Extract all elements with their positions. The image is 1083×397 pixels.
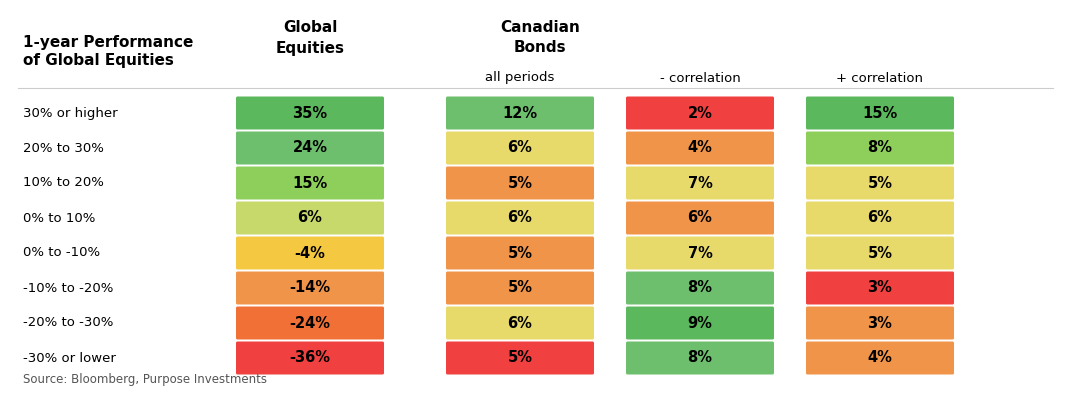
FancyBboxPatch shape bbox=[236, 341, 384, 374]
FancyBboxPatch shape bbox=[626, 237, 774, 270]
Text: 5%: 5% bbox=[508, 175, 533, 191]
Text: Equities: Equities bbox=[275, 40, 344, 56]
Text: 4%: 4% bbox=[867, 351, 892, 366]
FancyBboxPatch shape bbox=[806, 272, 954, 304]
Text: Bonds: Bonds bbox=[513, 40, 566, 56]
Text: 15%: 15% bbox=[292, 175, 328, 191]
FancyBboxPatch shape bbox=[626, 131, 774, 164]
FancyBboxPatch shape bbox=[806, 202, 954, 235]
Text: - correlation: - correlation bbox=[660, 71, 741, 85]
Text: 35%: 35% bbox=[292, 106, 327, 121]
Text: 6%: 6% bbox=[688, 210, 713, 225]
FancyBboxPatch shape bbox=[236, 306, 384, 339]
FancyBboxPatch shape bbox=[806, 96, 954, 129]
FancyBboxPatch shape bbox=[626, 202, 774, 235]
Text: 8%: 8% bbox=[688, 351, 713, 366]
Text: 3%: 3% bbox=[867, 316, 892, 330]
FancyBboxPatch shape bbox=[626, 341, 774, 374]
Text: 0% to -10%: 0% to -10% bbox=[23, 247, 100, 260]
Text: 24%: 24% bbox=[292, 141, 327, 156]
FancyBboxPatch shape bbox=[446, 131, 593, 164]
Text: -24%: -24% bbox=[289, 316, 330, 330]
FancyBboxPatch shape bbox=[626, 272, 774, 304]
Text: 7%: 7% bbox=[688, 245, 713, 260]
FancyBboxPatch shape bbox=[236, 237, 384, 270]
Text: 1-year Performance: 1-year Performance bbox=[23, 35, 194, 50]
Text: 6%: 6% bbox=[508, 141, 533, 156]
Text: -14%: -14% bbox=[289, 281, 330, 295]
FancyBboxPatch shape bbox=[446, 202, 593, 235]
Text: -4%: -4% bbox=[295, 245, 325, 260]
Text: + correlation: + correlation bbox=[836, 71, 924, 85]
FancyBboxPatch shape bbox=[236, 166, 384, 200]
Text: 8%: 8% bbox=[867, 141, 892, 156]
FancyBboxPatch shape bbox=[446, 166, 593, 200]
Text: all periods: all periods bbox=[485, 71, 554, 85]
Text: 3%: 3% bbox=[867, 281, 892, 295]
FancyBboxPatch shape bbox=[806, 341, 954, 374]
FancyBboxPatch shape bbox=[806, 306, 954, 339]
Text: 4%: 4% bbox=[688, 141, 713, 156]
Text: -10% to -20%: -10% to -20% bbox=[23, 281, 114, 295]
Text: 5%: 5% bbox=[867, 175, 892, 191]
FancyBboxPatch shape bbox=[446, 341, 593, 374]
Text: 10% to 20%: 10% to 20% bbox=[23, 177, 104, 189]
Text: Global: Global bbox=[283, 21, 337, 35]
FancyBboxPatch shape bbox=[446, 272, 593, 304]
FancyBboxPatch shape bbox=[446, 96, 593, 129]
Text: 30% or higher: 30% or higher bbox=[23, 106, 118, 119]
Text: -20% to -30%: -20% to -30% bbox=[23, 316, 114, 330]
Text: 0% to 10%: 0% to 10% bbox=[23, 212, 95, 224]
Text: 2%: 2% bbox=[688, 106, 713, 121]
Text: 6%: 6% bbox=[298, 210, 323, 225]
Text: of Global Equities: of Global Equities bbox=[23, 52, 174, 67]
Text: -36%: -36% bbox=[289, 351, 330, 366]
Text: 15%: 15% bbox=[862, 106, 898, 121]
FancyBboxPatch shape bbox=[626, 306, 774, 339]
Text: 6%: 6% bbox=[508, 316, 533, 330]
FancyBboxPatch shape bbox=[236, 131, 384, 164]
Text: 9%: 9% bbox=[688, 316, 713, 330]
FancyBboxPatch shape bbox=[446, 237, 593, 270]
Text: Canadian: Canadian bbox=[500, 21, 579, 35]
FancyBboxPatch shape bbox=[626, 96, 774, 129]
Text: -30% or lower: -30% or lower bbox=[23, 351, 116, 364]
Text: 8%: 8% bbox=[688, 281, 713, 295]
FancyBboxPatch shape bbox=[806, 131, 954, 164]
Text: 5%: 5% bbox=[508, 281, 533, 295]
FancyBboxPatch shape bbox=[236, 202, 384, 235]
Text: Source: Bloomberg, Purpose Investments: Source: Bloomberg, Purpose Investments bbox=[23, 372, 268, 385]
FancyBboxPatch shape bbox=[446, 306, 593, 339]
FancyBboxPatch shape bbox=[806, 237, 954, 270]
Text: 20% to 30%: 20% to 30% bbox=[23, 141, 104, 154]
FancyBboxPatch shape bbox=[626, 166, 774, 200]
FancyBboxPatch shape bbox=[236, 96, 384, 129]
Text: 6%: 6% bbox=[867, 210, 892, 225]
FancyBboxPatch shape bbox=[236, 272, 384, 304]
Text: 5%: 5% bbox=[867, 245, 892, 260]
Text: 12%: 12% bbox=[503, 106, 537, 121]
Text: 5%: 5% bbox=[508, 245, 533, 260]
FancyBboxPatch shape bbox=[806, 166, 954, 200]
Text: 6%: 6% bbox=[508, 210, 533, 225]
Text: 5%: 5% bbox=[508, 351, 533, 366]
Text: 7%: 7% bbox=[688, 175, 713, 191]
